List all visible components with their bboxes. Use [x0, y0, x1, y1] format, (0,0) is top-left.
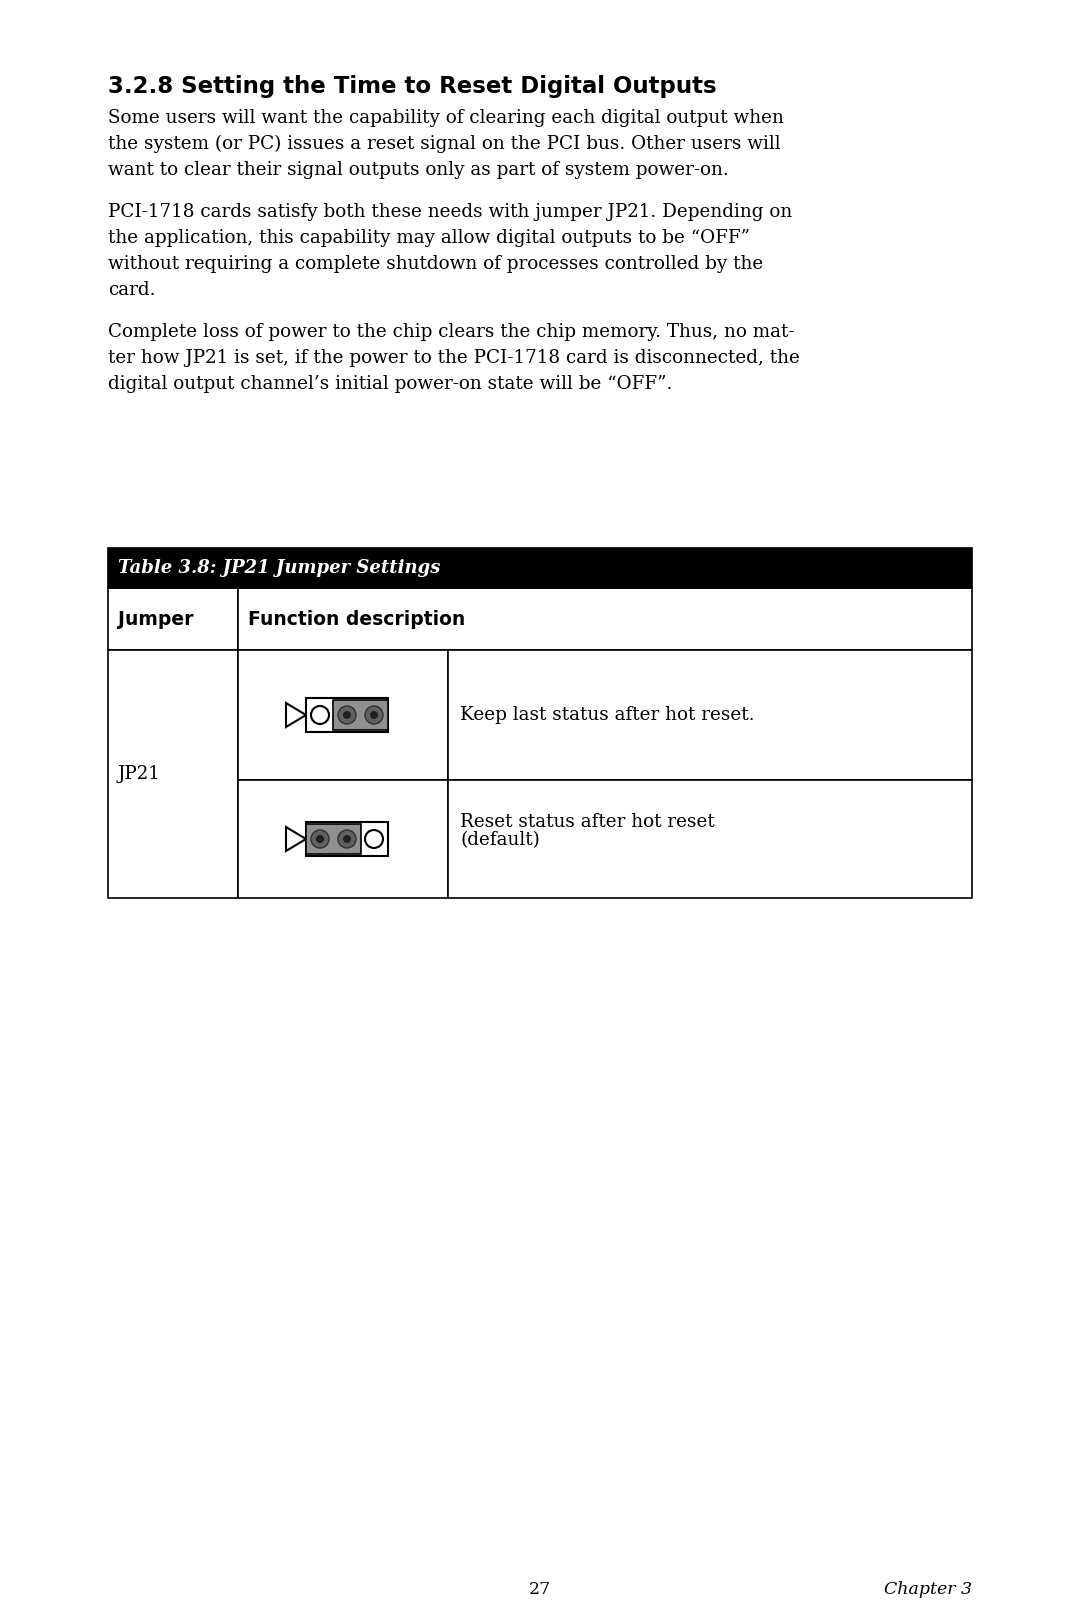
Text: the system (or PC) issues a reset signal on the PCI bus. Other users will: the system (or PC) issues a reset signal… — [108, 134, 781, 154]
Text: digital output channel’s initial power-on state will be “OFF”.: digital output channel’s initial power-o… — [108, 375, 673, 393]
Bar — [108, 587, 238, 650]
Text: Reset status after hot reset: Reset status after hot reset — [460, 812, 715, 832]
Bar — [306, 824, 361, 854]
Circle shape — [365, 705, 383, 723]
Text: the application, this capability may allow digital outputs to be “OFF”: the application, this capability may all… — [108, 230, 750, 248]
Text: JP21: JP21 — [118, 765, 161, 783]
Bar — [238, 650, 448, 780]
Circle shape — [370, 710, 378, 718]
Polygon shape — [286, 702, 306, 726]
Circle shape — [316, 835, 324, 843]
Bar — [238, 780, 448, 898]
Text: (default): (default) — [460, 832, 540, 849]
Bar — [448, 780, 972, 898]
Bar — [306, 697, 388, 731]
Bar — [333, 701, 388, 730]
Circle shape — [338, 705, 356, 723]
Bar — [238, 587, 972, 650]
Bar — [306, 822, 388, 856]
Text: Function description: Function description — [248, 610, 465, 628]
Text: card.: card. — [108, 282, 156, 299]
Text: Chapter 3: Chapter 3 — [885, 1581, 972, 1599]
Text: want to clear their signal outputs only as part of system power-on.: want to clear their signal outputs only … — [108, 162, 729, 180]
Text: Keep last status after hot reset.: Keep last status after hot reset. — [460, 705, 755, 723]
Circle shape — [365, 830, 383, 848]
Text: Some users will want the capability of clearing each digital output when: Some users will want the capability of c… — [108, 108, 784, 126]
Polygon shape — [286, 827, 306, 851]
Circle shape — [338, 830, 356, 848]
Text: 27: 27 — [529, 1581, 551, 1599]
Circle shape — [311, 705, 329, 723]
Bar — [108, 650, 238, 898]
Circle shape — [343, 710, 351, 718]
Text: Jumper: Jumper — [118, 610, 193, 628]
Text: 3.2.8 Setting the Time to Reset Digital Outputs: 3.2.8 Setting the Time to Reset Digital … — [108, 74, 717, 99]
Bar — [108, 549, 972, 587]
Text: Table 3.8: JP21 Jumper Settings: Table 3.8: JP21 Jumper Settings — [118, 558, 441, 578]
Bar — [448, 650, 972, 780]
Text: Complete loss of power to the chip clears the chip memory. Thus, no mat-: Complete loss of power to the chip clear… — [108, 324, 795, 341]
Circle shape — [311, 830, 329, 848]
Text: without requiring a complete shutdown of processes controlled by the: without requiring a complete shutdown of… — [108, 256, 764, 273]
Circle shape — [343, 835, 351, 843]
Text: PCI-1718 cards satisfy both these needs with jumper JP21. Depending on: PCI-1718 cards satisfy both these needs … — [108, 202, 793, 222]
Text: ter how JP21 is set, if the power to the PCI-1718 card is disconnected, the: ter how JP21 is set, if the power to the… — [108, 349, 800, 367]
